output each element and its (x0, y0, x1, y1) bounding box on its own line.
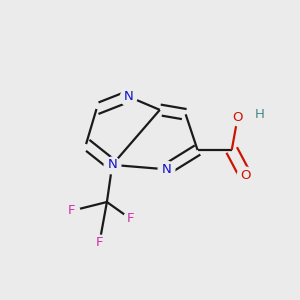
Text: F: F (127, 212, 134, 226)
Text: N: N (161, 163, 171, 176)
Text: O: O (232, 111, 243, 124)
Text: N: N (123, 90, 133, 103)
Text: H: H (254, 108, 264, 121)
Text: F: F (96, 236, 103, 249)
Text: F: F (68, 204, 75, 218)
Text: N: N (107, 158, 117, 171)
Text: O: O (240, 169, 250, 182)
